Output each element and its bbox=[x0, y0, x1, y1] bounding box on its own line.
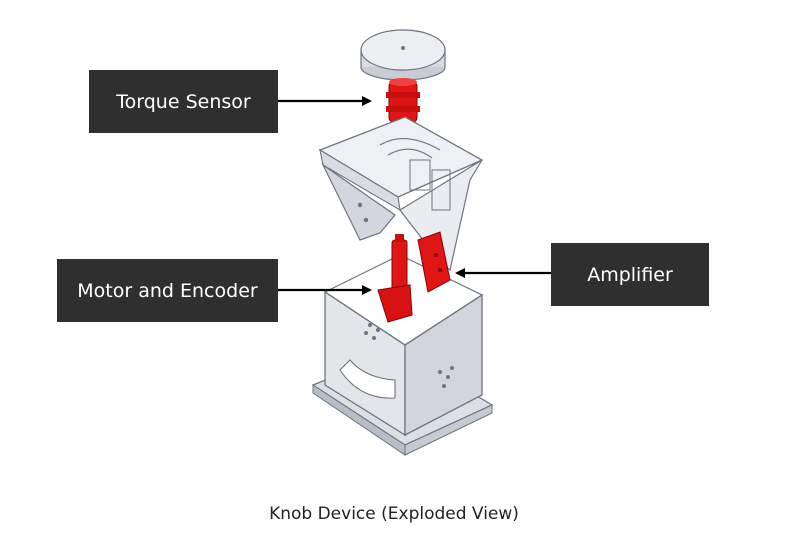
figure-caption: Knob Device (Exploded View) bbox=[269, 504, 519, 524]
knob-disc bbox=[360, 29, 446, 81]
torque-sensor-part bbox=[386, 78, 420, 123]
amplifier-label: Amplifier bbox=[551, 243, 709, 306]
amplifier-part bbox=[417, 231, 451, 293]
torque-sensor-label: Torque Sensor bbox=[89, 70, 278, 133]
upper-frame bbox=[318, 116, 484, 272]
motor-encoder-label: Motor and Encoder bbox=[57, 259, 278, 322]
lower-frame bbox=[311, 254, 494, 456]
motor-encoder-part bbox=[377, 234, 413, 323]
